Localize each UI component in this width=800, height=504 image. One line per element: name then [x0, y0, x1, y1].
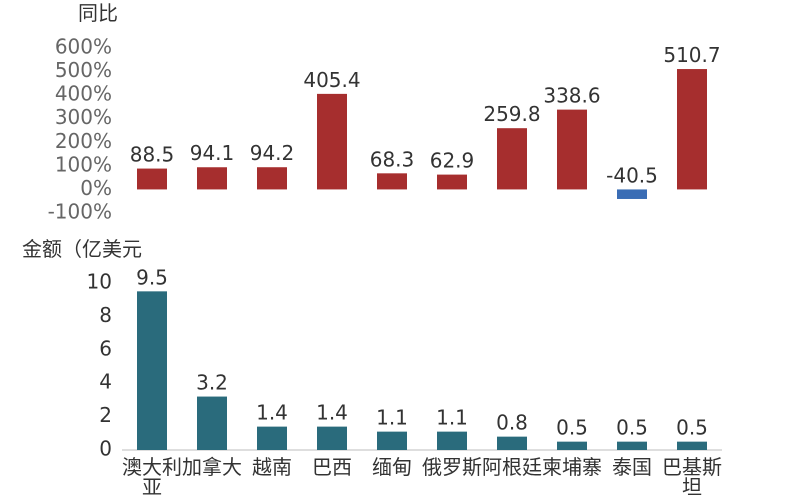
bottom-chart-data-label: 1.1	[436, 406, 468, 430]
top-chart-y-tick-label: 300%	[55, 105, 112, 129]
top-chart-bar	[677, 69, 707, 190]
top-chart-data-label: 68.3	[370, 147, 415, 171]
top-chart-data-label: 62.9	[430, 149, 475, 173]
bottom-chart-y-tick-label: 10	[87, 270, 112, 294]
top-chart-bar	[137, 168, 167, 190]
bottom-chart-bar	[317, 426, 347, 450]
bottom-chart-data-label: 0.5	[616, 416, 648, 440]
bottom-chart-data-label: 0.5	[556, 416, 588, 440]
category-label: 坦	[682, 475, 702, 499]
bottom-chart-bar	[677, 441, 707, 450]
category-label: 泰国	[612, 455, 652, 479]
top-chart-data-label: 94.1	[190, 141, 235, 165]
bottom-chart-y-ticks: 10 8 6 4 2 0	[87, 270, 112, 461]
top-chart-y-tick-label: -100%	[48, 200, 112, 224]
bottom-chart-data-label: 3.2	[196, 371, 228, 395]
category-label: 亚	[142, 475, 162, 499]
category-label: 越南	[252, 455, 292, 479]
top-chart-y-tick-label: 200%	[55, 129, 112, 153]
top-chart-bar	[617, 189, 647, 199]
bottom-chart-bar	[557, 441, 587, 450]
top-chart-y-tick-label: 0%	[80, 176, 112, 200]
category-label: 柬埔寨	[542, 455, 602, 479]
top-chart-data-label: 94.2	[250, 141, 295, 165]
top-chart-bar	[557, 109, 587, 190]
category-label: 巴基斯	[662, 455, 722, 479]
top-chart-bar	[497, 128, 527, 190]
top-chart-data-label: 88.5	[130, 143, 175, 167]
top-chart-ylabel: 同比	[78, 1, 118, 25]
bottom-chart-bars	[137, 291, 707, 450]
bottom-chart-bar	[197, 396, 227, 450]
bottom-chart-bar	[377, 431, 407, 450]
bottom-chart-data-labels: 9.5 3.2 1.4 1.4 1.1 1.1 0.8 0.5 0.5 0.5	[136, 265, 708, 439]
bottom-chart-bar	[137, 291, 167, 450]
bottom-chart-bar	[617, 441, 647, 450]
top-chart-data-label: 405.4	[303, 68, 360, 92]
category-label: 加拿大	[182, 455, 242, 479]
bottom-chart-data-label: 1.4	[256, 401, 288, 425]
top-chart-data-label: 510.7	[663, 43, 720, 67]
bottom-chart-y-tick-label: 4	[99, 370, 112, 394]
top-chart-data-label: -40.5	[606, 163, 658, 187]
category-label: 阿根廷	[482, 455, 542, 479]
bottom-chart-data-label: 1.4	[316, 401, 348, 425]
category-label: 澳大利	[122, 455, 182, 479]
category-label: 巴西	[312, 455, 352, 479]
top-chart-bar	[197, 167, 227, 190]
bottom-chart-data-label: 0.8	[496, 411, 528, 435]
bottom-chart-y-tick-label: 8	[99, 303, 112, 327]
top-chart-bar	[317, 93, 347, 190]
bottom-chart-bar	[497, 436, 527, 450]
category-label: 俄罗斯	[422, 455, 482, 479]
top-chart-bar	[377, 173, 407, 190]
bottom-chart-data-label: 0.5	[676, 416, 708, 440]
bottom-chart-bar	[437, 431, 467, 450]
top-chart-bar	[437, 174, 467, 190]
bottom-chart-bar	[257, 426, 287, 450]
top-chart-y-tick-label: 400%	[55, 82, 112, 106]
top-chart-y-ticks: 600%500%400%300%200%100%0%-100%	[48, 35, 112, 224]
top-chart-y-tick-label: 100%	[55, 152, 112, 176]
top-chart-y-tick-label: 600%	[55, 35, 112, 59]
bottom-chart-y-tick-label: 0	[99, 437, 112, 461]
bottom-chart-data-label: 9.5	[136, 265, 168, 289]
category-label: 缅甸	[372, 455, 412, 479]
bottom-chart-y-tick-label: 6	[99, 336, 112, 360]
top-chart-y-tick-label: 500%	[55, 58, 112, 82]
bottom-chart-ylabel: 金额（亿美元	[22, 237, 142, 261]
bottom-chart-data-label: 1.1	[376, 406, 408, 430]
top-chart-data-label: 259.8	[483, 102, 540, 126]
top-chart-bar	[257, 167, 287, 190]
top-chart-bars	[137, 69, 707, 199]
bottom-chart-y-tick-label: 2	[99, 403, 112, 427]
top-chart-data-label: 338.6	[543, 84, 600, 108]
